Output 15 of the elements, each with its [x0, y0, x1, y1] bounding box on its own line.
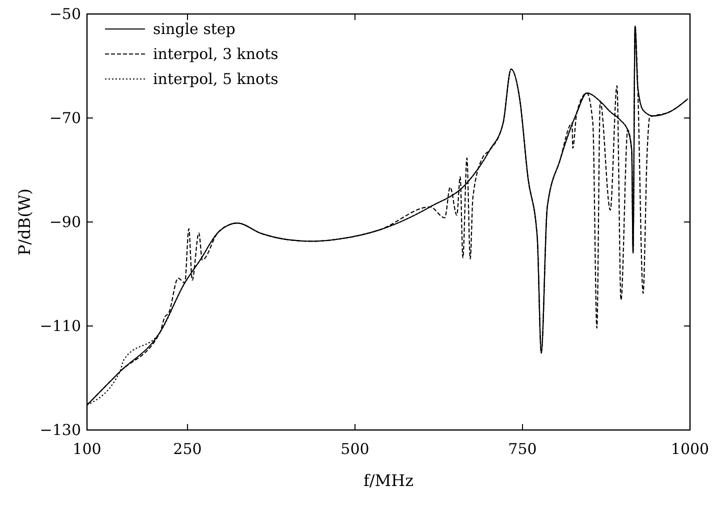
x-tick-label: 1000: [670, 440, 710, 458]
x-tick-label: 250: [173, 440, 202, 458]
x-axis-title: f/MHz: [363, 471, 414, 490]
y-tick-label: −130: [40, 421, 81, 439]
legend-label: interpol, 3 knots: [153, 45, 278, 63]
x-tick-label: 500: [340, 440, 370, 458]
legend-label: interpol, 5 knots: [153, 70, 278, 88]
x-tick-label: 100: [72, 440, 102, 458]
y-tick-label: −90: [49, 213, 81, 231]
x-tick-label: 750: [508, 440, 537, 458]
legend-label: single step: [153, 20, 236, 38]
y-tick-label: −50: [49, 5, 81, 23]
y-axis-title: P/dB(W): [15, 188, 34, 256]
y-tick-label: −110: [40, 317, 81, 335]
y-tick-label: −70: [49, 109, 81, 127]
